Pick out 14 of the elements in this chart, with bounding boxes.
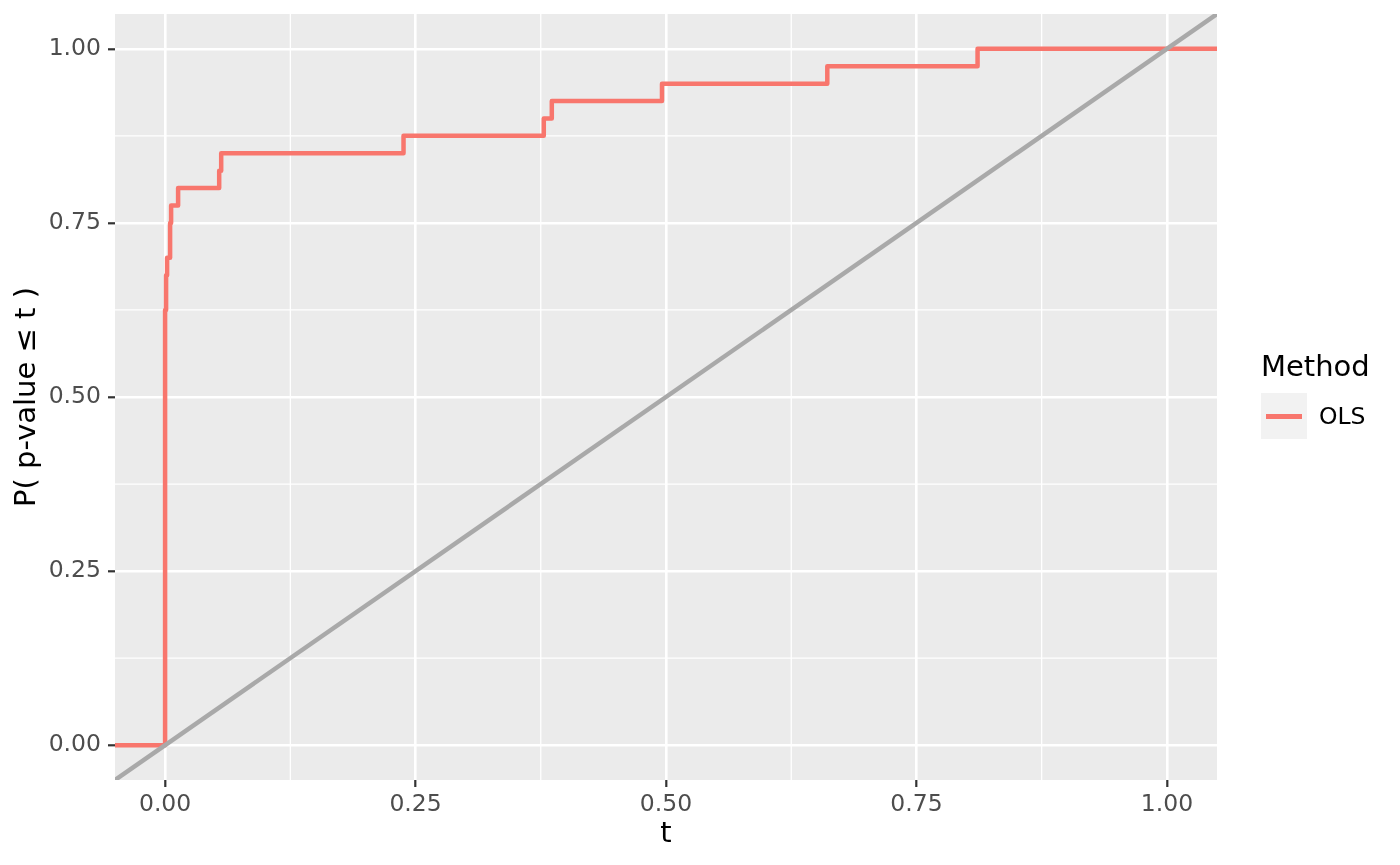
y-tick-label: 0.50 bbox=[48, 381, 101, 410]
y-tick-label: 1.00 bbox=[48, 32, 101, 61]
x-tick-label: 0.50 bbox=[639, 789, 693, 818]
x-tick-label: 0.00 bbox=[138, 789, 192, 818]
x-tick-label: 0.75 bbox=[890, 789, 943, 818]
legend-title: Method bbox=[1261, 349, 1370, 383]
y-tick-label: 0.00 bbox=[48, 729, 101, 758]
x-tick-label: 1.00 bbox=[1140, 789, 1194, 818]
y-tick-label: 0.25 bbox=[48, 555, 101, 584]
legend-label: OLS bbox=[1319, 402, 1366, 430]
x-tick-label: 0.25 bbox=[389, 789, 442, 818]
y-axis-title: P( p-value ≤ t ) bbox=[7, 287, 42, 507]
x-axis-title: t bbox=[660, 815, 672, 850]
y-tick-label: 0.75 bbox=[48, 207, 101, 236]
